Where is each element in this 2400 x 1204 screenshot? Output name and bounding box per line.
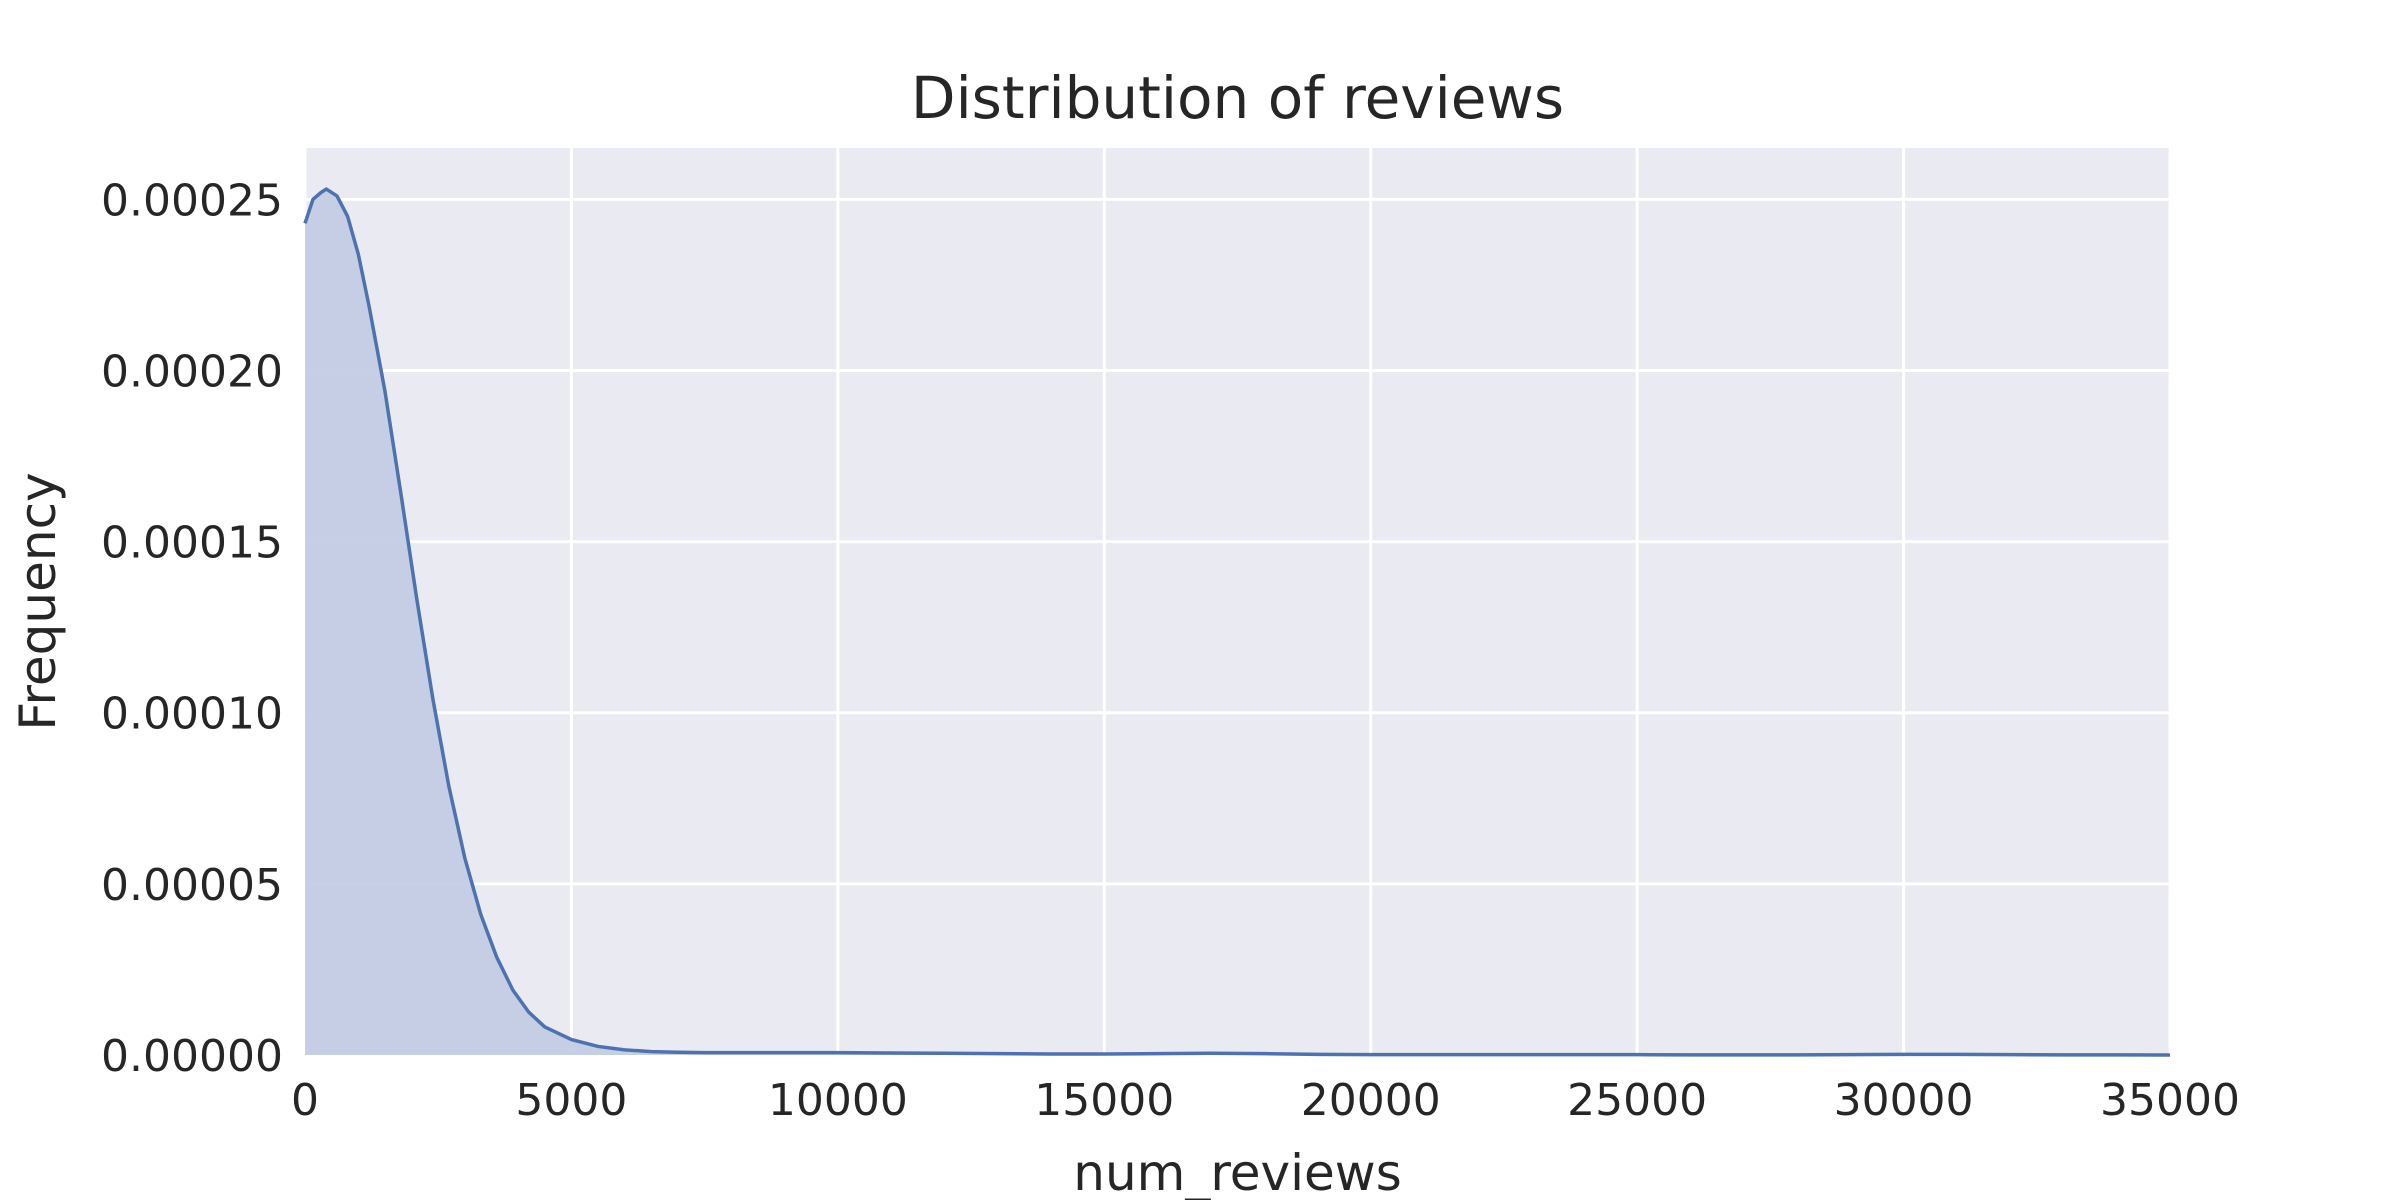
x-tick-label: 30000 [1834, 1075, 1974, 1126]
y-tick-label: 0.00010 [101, 689, 283, 740]
x-tick-label: 20000 [1301, 1075, 1441, 1126]
y-axis-label: Frequency [9, 472, 67, 730]
x-axis-ticks: 0 5000 10000 15000 20000 25000 30000 35000 [291, 1075, 2240, 1126]
y-tick-label: 0.00020 [101, 346, 283, 397]
x-tick-label: 35000 [2100, 1075, 2240, 1126]
y-tick-label: 0.00000 [101, 1031, 283, 1082]
density-area-fill [305, 189, 2170, 1055]
chart-title: Distribution of reviews [911, 64, 1564, 132]
x-tick-label: 0 [291, 1075, 319, 1126]
x-tick-label: 10000 [768, 1075, 908, 1126]
y-axis-ticks: 0.00000 0.00005 0.00010 0.00015 0.00020 0.000… [101, 175, 283, 1082]
y-tick-label: 0.00005 [101, 860, 283, 911]
y-tick-label: 0.00025 [101, 175, 283, 226]
x-tick-label: 5000 [515, 1075, 627, 1126]
x-axis-label: num_reviews [1073, 1144, 1402, 1200]
y-tick-label: 0.00015 [101, 518, 283, 569]
grid-lines [303, 148, 2172, 1057]
x-tick-label: 15000 [1034, 1075, 1174, 1126]
density-curve-line [303, 187, 2171, 1057]
plot-background [305, 148, 2170, 1055]
x-tick-label: 25000 [1567, 1075, 1707, 1126]
